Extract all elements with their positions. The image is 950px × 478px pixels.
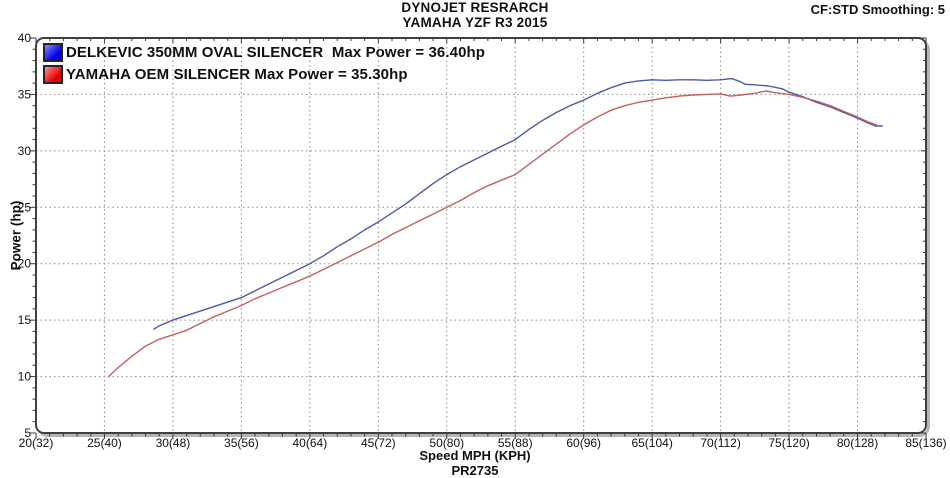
x-tick-label: 65(104) (631, 436, 672, 450)
y-tick-label: 15 (18, 313, 32, 327)
delkevic-series-swatch-icon (43, 42, 63, 62)
x-tick-label: 35(56) (224, 436, 259, 450)
run-code: PR2735 (451, 463, 499, 478)
gridlines (36, 38, 926, 433)
x-tick-label: 85(136) (905, 436, 946, 450)
plot-background (36, 38, 926, 433)
x-axis-title: Speed MPH (KPH) (419, 448, 531, 463)
legend-item-oem: YAMAHA OEM SILENCER Max Power = 35.30hp (43, 63, 485, 85)
y-tick-label: 20 (18, 257, 32, 271)
x-tick-label: 30(48) (156, 436, 191, 450)
delkevic-series-label: DELKEVIC 350MM OVAL SILENCER Max Power =… (66, 43, 486, 61)
x-tick-label: 45(72) (361, 436, 396, 450)
x-tick-label: 60(96) (566, 436, 601, 450)
chart-title: DYNOJET RESRARCH (401, 0, 549, 15)
oem-series-swatch-icon (43, 64, 63, 84)
power-curve-oem (107, 90, 878, 378)
oem-series-label: YAMAHA OEM SILENCER Max Power = 35.30hp (66, 65, 408, 83)
chart-header: DYNOJET RESRARCH YAMAHA YZF R3 2015 (0, 0, 950, 30)
legend: DELKEVIC 350MM OVAL SILENCER Max Power =… (43, 41, 485, 85)
smoothing-info: CF:STD Smoothing: 5 (810, 2, 945, 17)
y-tick-label: 5 (24, 426, 31, 440)
y-tick-label: 40 (18, 31, 32, 45)
x-tick-label: 75(120) (768, 436, 809, 450)
x-tick-label: 20(32) (19, 436, 54, 450)
plot-border (35, 37, 927, 434)
y-tick-labels: 5 10 15 20 25 30 35 40 (18, 31, 32, 440)
x-tick-label: 70(112) (700, 436, 740, 450)
y-tick-label: 25 (18, 200, 32, 214)
chart-subtitle: YAMAHA YZF R3 2015 (402, 14, 548, 30)
x-tick-label: 50(80) (429, 436, 464, 450)
x-tick-label: 55(88) (498, 436, 533, 450)
x-tick-label: 80(128) (837, 436, 878, 450)
x-tick-label: 25(40) (87, 436, 122, 450)
legend-item-delkevic: DELKEVIC 350MM OVAL SILENCER Max Power =… (43, 41, 485, 63)
y-tick-label: 10 (18, 370, 32, 384)
x-tick-label: 40(64) (293, 436, 328, 450)
power-curve-delkevic (153, 77, 883, 330)
x-tick-labels: 20(32) 25(40) 30(48) 35(56) 40(64) 45(72) 50(8… (19, 436, 947, 450)
y-tick-label: 35 (18, 87, 32, 101)
y-tick-label: 30 (18, 144, 32, 158)
